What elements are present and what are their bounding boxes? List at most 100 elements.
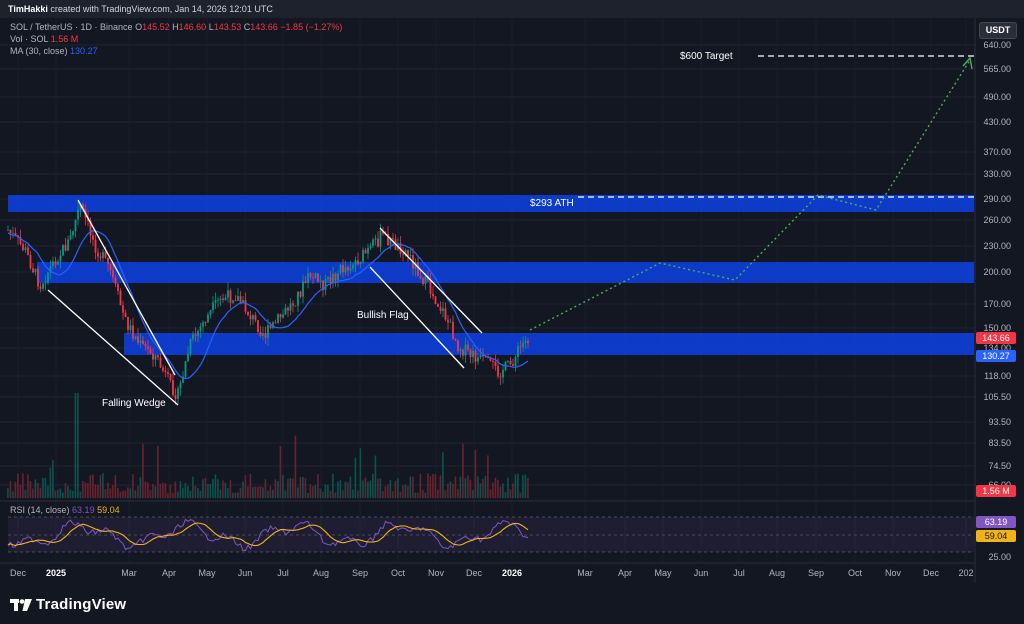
volume-bar bbox=[47, 485, 49, 498]
tradingview-brand[interactable]: TradingView bbox=[10, 596, 126, 613]
volume-bar bbox=[337, 481, 339, 498]
candle-body bbox=[464, 344, 467, 356]
open-value: 145.52 bbox=[142, 22, 170, 32]
price-tick-label: 370.00 bbox=[983, 147, 1011, 157]
candle-body bbox=[489, 357, 492, 361]
time-tick-label: Dec bbox=[10, 568, 27, 578]
candle-body bbox=[452, 321, 454, 340]
candle-body bbox=[509, 360, 512, 365]
candle-body bbox=[257, 320, 259, 332]
volume-bar bbox=[227, 488, 229, 498]
candle-body bbox=[194, 334, 197, 337]
volume-bar bbox=[514, 474, 517, 498]
candle-body bbox=[344, 267, 347, 273]
candle-body bbox=[459, 349, 462, 352]
time-tick-label: May bbox=[654, 568, 672, 578]
volume-bar bbox=[37, 483, 39, 498]
volume-bar bbox=[187, 485, 189, 498]
candle-body bbox=[484, 356, 487, 358]
volume-bar bbox=[309, 484, 312, 498]
volume-bar bbox=[64, 483, 67, 498]
volume-bar bbox=[482, 478, 484, 498]
created-text: created with TradingView.com, Jan 14, 20… bbox=[47, 4, 273, 14]
price-tick-label: 118.00 bbox=[984, 371, 1011, 381]
volume-bar bbox=[192, 476, 194, 498]
ma-price-tag: 130.27 bbox=[976, 350, 1016, 362]
volume-bar bbox=[489, 489, 492, 498]
candle-body bbox=[299, 291, 302, 297]
volume-bar bbox=[162, 482, 164, 498]
volume-bar bbox=[522, 475, 524, 498]
volume-bar bbox=[319, 488, 322, 498]
candle-body bbox=[239, 296, 242, 304]
volume-bar bbox=[322, 491, 324, 498]
volume-bar bbox=[74, 393, 77, 498]
candle-body bbox=[367, 247, 369, 254]
candle-body bbox=[214, 300, 217, 303]
volume-bar bbox=[172, 492, 174, 498]
candle-body bbox=[7, 229, 9, 231]
candle-body bbox=[179, 382, 182, 389]
volume-bar bbox=[92, 474, 94, 498]
candle-body bbox=[199, 326, 202, 332]
volume-bar bbox=[504, 491, 507, 498]
price-tick-label: 105.50 bbox=[983, 392, 1011, 402]
price-tick-label: 260.00 bbox=[983, 215, 1011, 225]
price-chart[interactable]: $600 Target $293 ATH Bullish Flag Fallin… bbox=[0, 18, 1024, 583]
chart-header: TimHakki created with TradingView.com, J… bbox=[0, 0, 1024, 18]
volume-bar bbox=[527, 478, 529, 498]
volume-bar bbox=[217, 479, 219, 498]
volume-bar bbox=[257, 486, 259, 498]
volume-bar bbox=[222, 480, 224, 498]
candle-body bbox=[227, 290, 229, 298]
volume-bar bbox=[474, 449, 477, 498]
ohlc-legend: SOL / TetherUS · 1D · Binance O145.52 H1… bbox=[10, 22, 343, 32]
candle-body bbox=[127, 316, 129, 330]
volume-bar bbox=[297, 487, 299, 498]
volume-bar bbox=[507, 477, 509, 498]
candle-body bbox=[132, 325, 134, 339]
candle-body bbox=[137, 336, 139, 343]
volume-bar bbox=[264, 479, 267, 498]
rsi-line bbox=[7, 518, 529, 551]
volume-bar bbox=[404, 484, 407, 498]
volume-bar bbox=[109, 488, 112, 498]
volume-bar bbox=[447, 483, 449, 498]
time-tick-label: Sep bbox=[352, 568, 368, 578]
volume-bar bbox=[509, 489, 512, 498]
volume-bar bbox=[57, 489, 59, 498]
volume-bar bbox=[9, 481, 12, 498]
volume-bar bbox=[289, 477, 292, 498]
time-tick-label: Sep bbox=[808, 568, 824, 578]
volume-bar bbox=[202, 479, 204, 498]
volume-bar bbox=[122, 490, 124, 498]
volume-legend: Vol · SOL 1.56 M bbox=[10, 34, 79, 44]
volume-bar bbox=[424, 492, 427, 498]
low-value: 143.53 bbox=[213, 22, 242, 32]
candle-body bbox=[457, 340, 459, 352]
candle-body bbox=[112, 270, 114, 278]
volume-bar bbox=[354, 457, 357, 498]
volume-bar bbox=[67, 485, 69, 498]
volume-bar bbox=[367, 482, 369, 498]
candle-body bbox=[232, 300, 234, 303]
price-tick-label: 150.00 bbox=[983, 323, 1011, 333]
candle-body bbox=[247, 311, 249, 316]
wedge-lower-line bbox=[47, 289, 179, 406]
candle-body bbox=[442, 308, 444, 312]
volume-bar bbox=[174, 481, 177, 498]
volume-bar bbox=[114, 475, 117, 498]
candle-body bbox=[317, 273, 319, 282]
currency-button[interactable]: USDT bbox=[979, 22, 1017, 39]
volume-bar bbox=[204, 477, 207, 498]
volume-bar bbox=[239, 487, 242, 498]
candle-body bbox=[392, 238, 394, 240]
volume-bar bbox=[427, 473, 429, 498]
volume-bar bbox=[437, 489, 439, 498]
volume-bar bbox=[134, 490, 137, 498]
volume-bar bbox=[269, 485, 272, 498]
volume-bar bbox=[267, 490, 269, 498]
candle-body bbox=[434, 296, 437, 305]
candle-body bbox=[314, 273, 317, 278]
volume-bar bbox=[242, 481, 244, 498]
